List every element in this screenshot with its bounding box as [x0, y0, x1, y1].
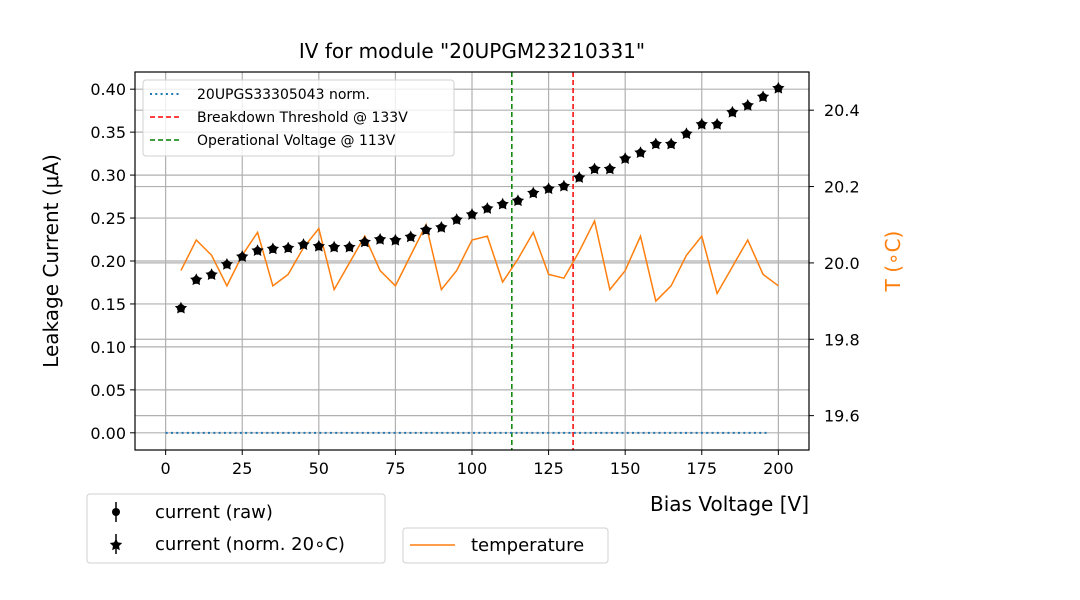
x-tick-label: 25 — [232, 459, 252, 478]
current-norm-point — [772, 81, 785, 94]
y-tick-label: 0.20 — [90, 252, 126, 271]
y2-axis-ticks: 19.6 19.8 20.0 20.2 20.4 — [809, 101, 860, 426]
current-norm-point — [680, 127, 693, 140]
current-norm-point — [343, 240, 356, 253]
x-tick-label: 0 — [161, 459, 171, 478]
grid — [135, 72, 809, 450]
x-axis-label: Bias Voltage [V] — [650, 492, 809, 516]
current-norm-point — [373, 233, 387, 245]
y-axis-ticks: 0.00 0.05 0.10 0.15 0.20 0.25 0.30 0.35 0.40 — [90, 80, 135, 443]
x-tick-label: 175 — [686, 459, 717, 478]
y2-tick-label: 20.4 — [824, 101, 860, 120]
current-norm-point — [588, 162, 601, 175]
current-norm-point — [496, 197, 509, 210]
y-tick-label: 0.15 — [90, 295, 126, 314]
y-tick-label: 0.00 — [90, 424, 126, 443]
y-tick-label: 0.10 — [90, 338, 126, 357]
current-norm-point — [389, 233, 402, 246]
current-norm-point — [573, 171, 586, 183]
x-tick-label: 100 — [457, 459, 488, 478]
current-norm-point — [205, 268, 218, 280]
legend-norm-swatch — [109, 534, 123, 554]
current-norm-point — [649, 137, 662, 150]
chart-title: IV for module "20UPGM23210331" — [299, 39, 645, 63]
y-tick-label: 0.35 — [90, 123, 126, 142]
current-norm-point — [174, 301, 188, 314]
current-norm-point — [220, 257, 234, 270]
current-norm-point — [266, 242, 280, 255]
x-tick-label: 125 — [533, 459, 564, 478]
current-norm-point — [297, 238, 310, 250]
y2-axis-label: T (∘C) — [881, 231, 905, 293]
current-norm-point — [603, 162, 617, 175]
current-norm-point — [190, 273, 203, 286]
legend-current: current (raw) current (norm. 20∘C) — [86, 493, 386, 564]
legend-norm-label: current (norm. 20∘C) — [155, 534, 345, 555]
current-norm-point — [419, 223, 433, 236]
current-series — [174, 81, 785, 314]
y2-tick-label: 20.0 — [824, 254, 860, 273]
current-norm-point — [465, 208, 479, 220]
x-tick-label: 75 — [385, 459, 405, 478]
current-norm-point — [557, 179, 571, 192]
current-norm-point — [542, 182, 555, 195]
current-norm-point — [327, 240, 341, 253]
legend-raw-swatch — [112, 502, 120, 522]
y2-tick-label: 20.2 — [824, 178, 860, 197]
legend-breakdown-label: Breakdown Threshold @ 133V — [197, 110, 408, 126]
current-norm-point — [404, 230, 417, 243]
current-norm-point — [756, 90, 770, 103]
x-tick-label: 150 — [610, 459, 641, 478]
legend-temperature-label: temperature — [471, 535, 584, 556]
current-norm-point — [450, 213, 463, 226]
current-norm-point — [741, 99, 754, 111]
y-tick-label: 0.25 — [90, 209, 126, 228]
current-norm-point — [236, 250, 249, 262]
legend-temperature: temperature — [402, 527, 609, 564]
current-norm-point — [726, 105, 739, 118]
y2-tick-label: 19.8 — [824, 330, 860, 349]
y-tick-label: 0.40 — [90, 80, 126, 99]
legend-raw-label: current (raw) — [155, 502, 273, 523]
y-tick-label: 0.05 — [90, 381, 126, 400]
current-norm-point — [710, 117, 724, 130]
legend-operational-label: Operational Voltage @ 113V — [197, 133, 396, 149]
temperature-series — [180, 218, 779, 303]
current-norm-point — [634, 146, 647, 159]
current-norm-point — [527, 186, 540, 199]
x-tick-label: 50 — [309, 459, 329, 478]
current-norm-point — [312, 239, 325, 252]
current-norm-point — [481, 202, 494, 214]
current-norm-point — [695, 117, 708, 130]
legend-thresholds: 20UPGS33305043 norm. Breakdown Threshold… — [142, 79, 455, 157]
current-norm-point — [358, 235, 371, 248]
y2-tick-label: 19.6 — [824, 407, 860, 426]
current-norm-point — [619, 152, 632, 165]
current-norm-point — [251, 244, 264, 256]
y-axis-label: Leakage Current (μA) — [39, 154, 63, 368]
current-norm-point — [664, 137, 678, 150]
current-norm-point — [511, 194, 525, 207]
x-axis-ticks: 0 25 50 75 100 125 150 175 200 — [161, 450, 794, 478]
legend-reference-label: 20UPGS33305043 norm. — [197, 87, 370, 103]
x-tick-label: 200 — [763, 459, 794, 478]
temperature-line — [180, 218, 779, 303]
y-tick-label: 0.30 — [90, 166, 126, 185]
current-norm-point — [282, 241, 295, 254]
current-norm-point — [435, 221, 448, 233]
